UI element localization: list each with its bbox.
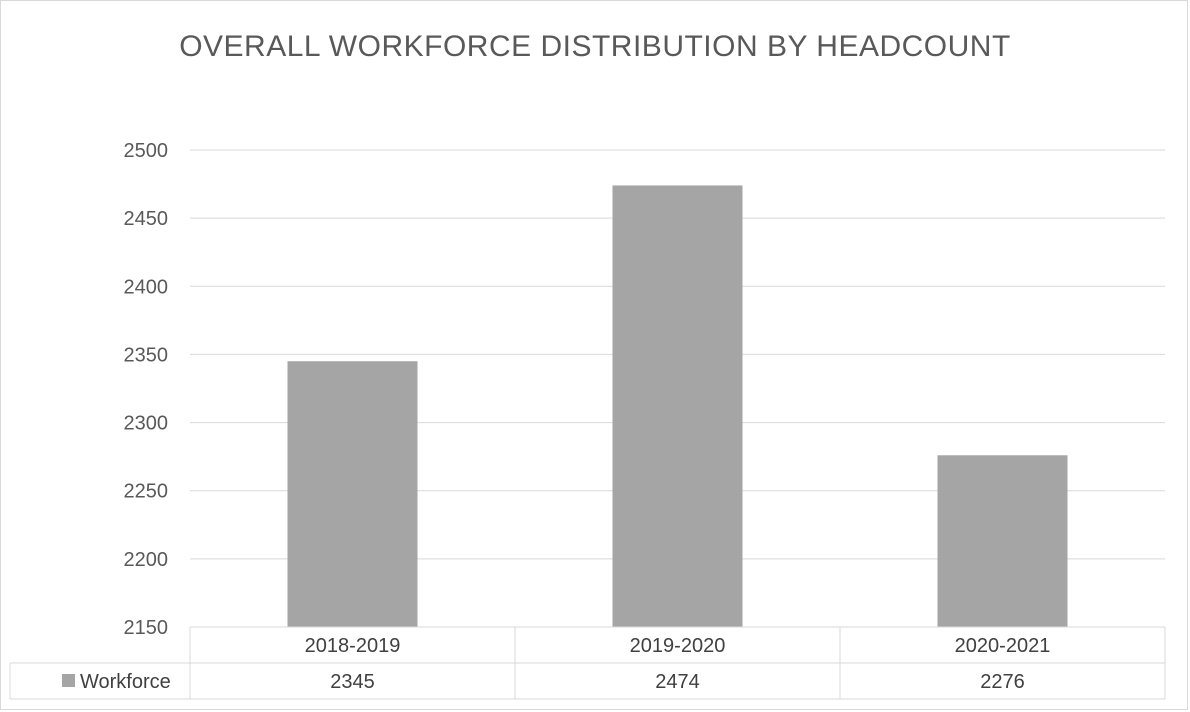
y-tick-label: 2150 [124, 617, 169, 639]
y-tick-label: 2250 [124, 481, 169, 503]
data-table-value: 2276 [980, 671, 1025, 693]
x-tick-label: 2019-2020 [630, 635, 726, 657]
bar-2018-2019 [287, 361, 418, 627]
y-tick-label: 2400 [124, 276, 169, 298]
bars [287, 185, 1068, 628]
data-table: 2018-2019 2345 2019-2020 2474 2020-2021 2276 W… [9, 626, 1166, 700]
y-axis: 2150 2200 2250 2300 2350 2400 2450 2500 [124, 140, 169, 639]
chart-title: OVERALL WORKFORCE DISTRIBUTION BY HEADCO… [179, 30, 1011, 63]
y-tick-label: 2200 [124, 549, 169, 571]
x-tick-label: 2018-2019 [305, 635, 401, 657]
legend-label: Workforce [80, 671, 171, 693]
data-table-value: 2345 [330, 671, 375, 693]
y-tick-label: 2500 [124, 140, 169, 162]
data-table-value: 2474 [655, 671, 700, 693]
bar-2019-2020 [612, 185, 743, 628]
y-tick-label: 2350 [124, 344, 169, 366]
bar-2020-2021 [937, 455, 1068, 627]
x-tick-label: 2020-2021 [955, 635, 1051, 657]
y-tick-label: 2300 [124, 413, 169, 435]
y-tick-label: 2450 [124, 208, 169, 230]
legend-swatch [62, 674, 75, 687]
